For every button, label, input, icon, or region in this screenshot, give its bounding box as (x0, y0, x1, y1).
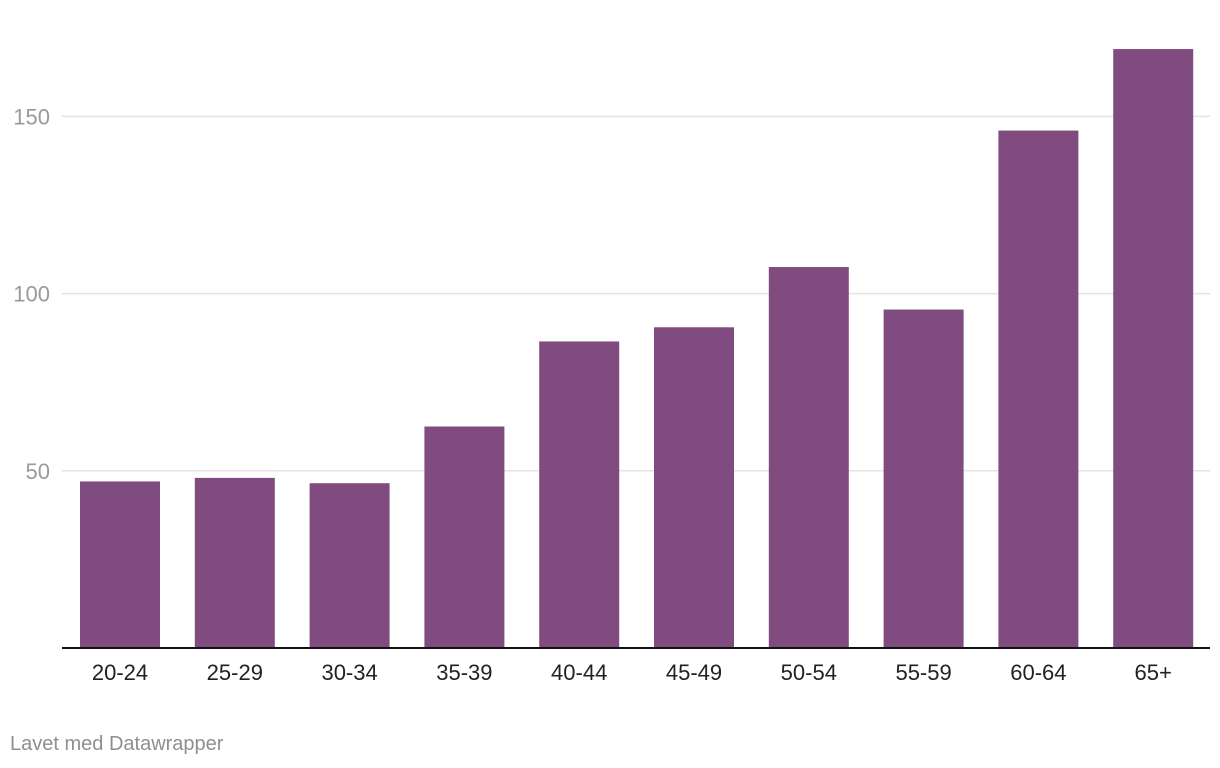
bars (80, 49, 1194, 649)
bar-chart: 50 100 150 20-24 25-29 30-34 35-39 40-44 45-49 5… (13, 49, 1210, 685)
bar-50-54 (768, 267, 849, 648)
x-tick-label: 25-29 (207, 660, 263, 685)
x-tick-labels: 20-24 25-29 30-34 35-39 40-44 45-49 50-54 55-59… (92, 660, 1172, 685)
bar-65+ (1113, 49, 1194, 648)
x-tick-label: 35-39 (436, 660, 492, 685)
x-tick-label: 65+ (1135, 660, 1172, 685)
x-tick-label: 50-54 (781, 660, 837, 685)
bar-60-64 (998, 130, 1079, 649)
x-tick-label: 20-24 (92, 660, 148, 685)
y-tick-label: 50 (26, 459, 50, 484)
bar-30-34 (309, 483, 390, 648)
bar-25-29 (194, 477, 275, 648)
bar-55-59 (883, 309, 964, 648)
x-tick-label: 30-34 (321, 660, 377, 685)
credit-text: Lavet med Datawrapper (10, 733, 224, 755)
x-tick-label: 55-59 (895, 660, 951, 685)
y-tick-label: 150 (13, 104, 50, 129)
bar-20-24 (80, 481, 160, 648)
y-tick-label: 100 (13, 282, 50, 307)
x-tick-label: 45-49 (666, 660, 722, 685)
bar-35-39 (424, 426, 505, 648)
bar-40-44 (539, 341, 620, 648)
x-tick-label: 40-44 (551, 660, 607, 685)
bar-45-49 (654, 327, 734, 648)
x-tick-label: 60-64 (1010, 660, 1066, 685)
